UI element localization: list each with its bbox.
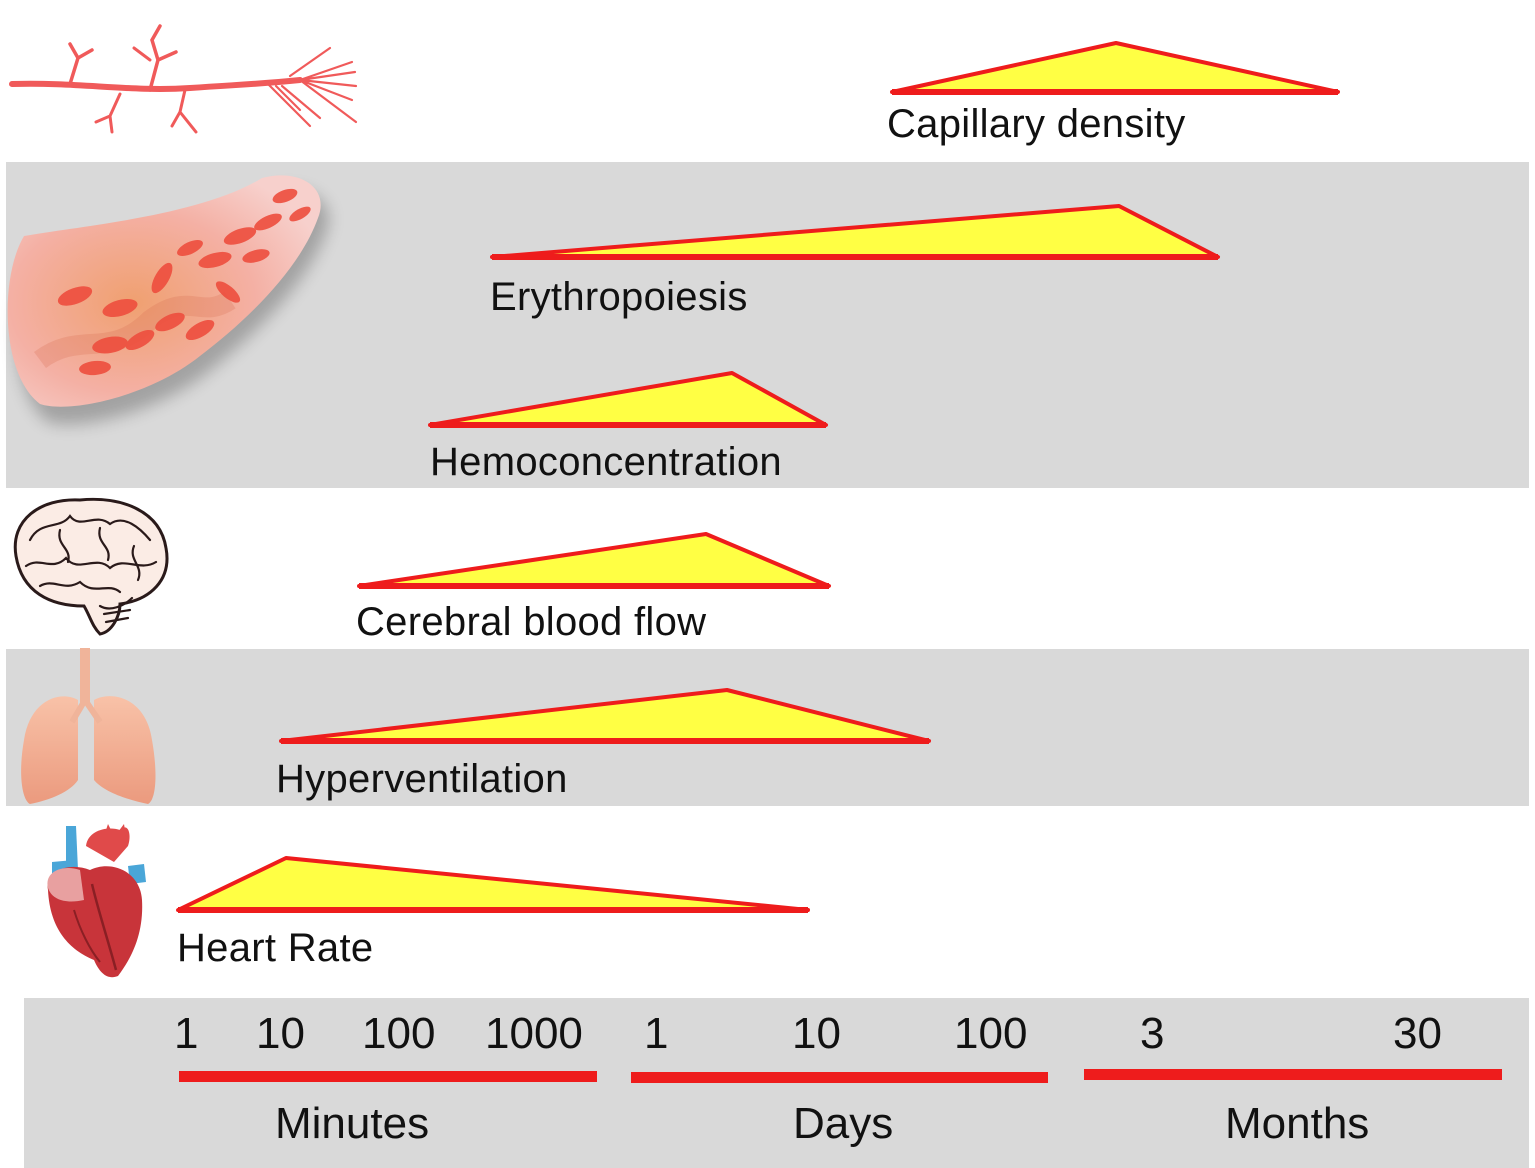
tick-minutes-1000: 1000: [485, 1009, 583, 1058]
unit-months: Months: [1225, 1099, 1370, 1148]
tick-days-100: 100: [954, 1009, 1028, 1058]
erythropoiesis-triangle: [490, 204, 1220, 260]
capillary-density-triangle: [890, 41, 1340, 95]
tick-days-10: 10: [792, 1009, 841, 1058]
tick-minutes-1: 1: [174, 1009, 199, 1058]
tick-months-30: 30: [1393, 1009, 1442, 1058]
tick-minutes-100: 100: [362, 1009, 436, 1058]
cerebral-blood-flow-triangle: [357, 532, 831, 589]
label-hemoconcentration: Hemoconcentration: [430, 440, 782, 484]
days-axis-bar: [631, 1072, 1048, 1083]
hyperventilation-triangle: [279, 688, 931, 744]
lungs-icon: [21, 648, 156, 804]
hemoconcentration-triangle: [428, 371, 828, 428]
tick-minutes-10: 10: [256, 1009, 305, 1058]
red-blood-cells-icon: [7, 175, 329, 425]
label-heart-rate: Heart Rate: [177, 926, 374, 970]
minutes-axis-bar: [179, 1071, 597, 1082]
label-capillary-density: Capillary density: [887, 102, 1186, 146]
tick-days-1: 1: [644, 1009, 669, 1058]
unit-days: Days: [793, 1099, 894, 1148]
label-cerebral-blood-flow: Cerebral blood flow: [356, 600, 707, 644]
heart-rate-triangle: [176, 856, 810, 913]
months-axis-bar: [1084, 1069, 1502, 1080]
capillary-icon: [9, 24, 358, 134]
unit-minutes: Minutes: [275, 1099, 430, 1148]
label-hyperventilation: Hyperventilation: [276, 757, 568, 801]
heart-icon: [47, 824, 146, 978]
tick-months-3: 3: [1140, 1009, 1165, 1058]
brain-icon: [13, 497, 169, 636]
label-erythropoiesis: Erythropoiesis: [490, 275, 748, 319]
